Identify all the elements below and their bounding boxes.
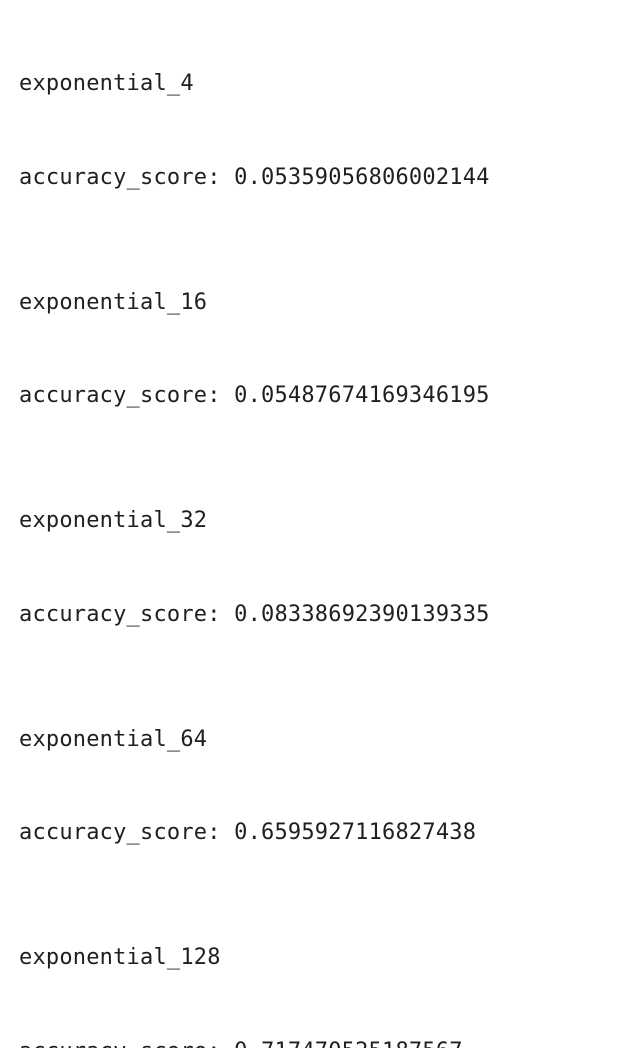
accuracy-line: accuracy_score: 0.08338692390139335 (19, 599, 490, 630)
console-output: exponential_4 accuracy_score: 0.05359056… (19, 6, 490, 1048)
accuracy-value: 0.717470525187567 (234, 1039, 463, 1048)
metric-label: accuracy_score: (19, 1039, 221, 1048)
metric-label: accuracy_score: (19, 820, 221, 846)
accuracy-line: accuracy_score: 0.717470525187567 (19, 1036, 490, 1048)
metric-label: accuracy_score: (19, 383, 221, 409)
model-name-line: exponential_128 (19, 944, 221, 970)
metric-label: accuracy_score: (19, 601, 221, 627)
accuracy-line: accuracy_score: 0.05487674169346195 (19, 380, 490, 411)
metric-label: accuracy_score: (19, 165, 221, 190)
accuracy-line: accuracy_score: 0.05359056806002144 (19, 162, 490, 193)
model-name-line: exponential_4 (19, 71, 194, 97)
model-name-line: exponential_16 (19, 289, 208, 315)
accuracy-line: accuracy_score: 0.6595927116827438 (19, 817, 490, 848)
model-name-line: exponential_32 (19, 508, 208, 534)
model-name-line: exponential_64 (19, 726, 208, 752)
accuracy-value: 0.05487674169346195 (234, 383, 490, 409)
accuracy-value: 0.6595927116827438 (234, 820, 477, 846)
accuracy-value: 0.05359056806002144 (234, 165, 490, 190)
accuracy-value: 0.08338692390139335 (234, 601, 490, 627)
